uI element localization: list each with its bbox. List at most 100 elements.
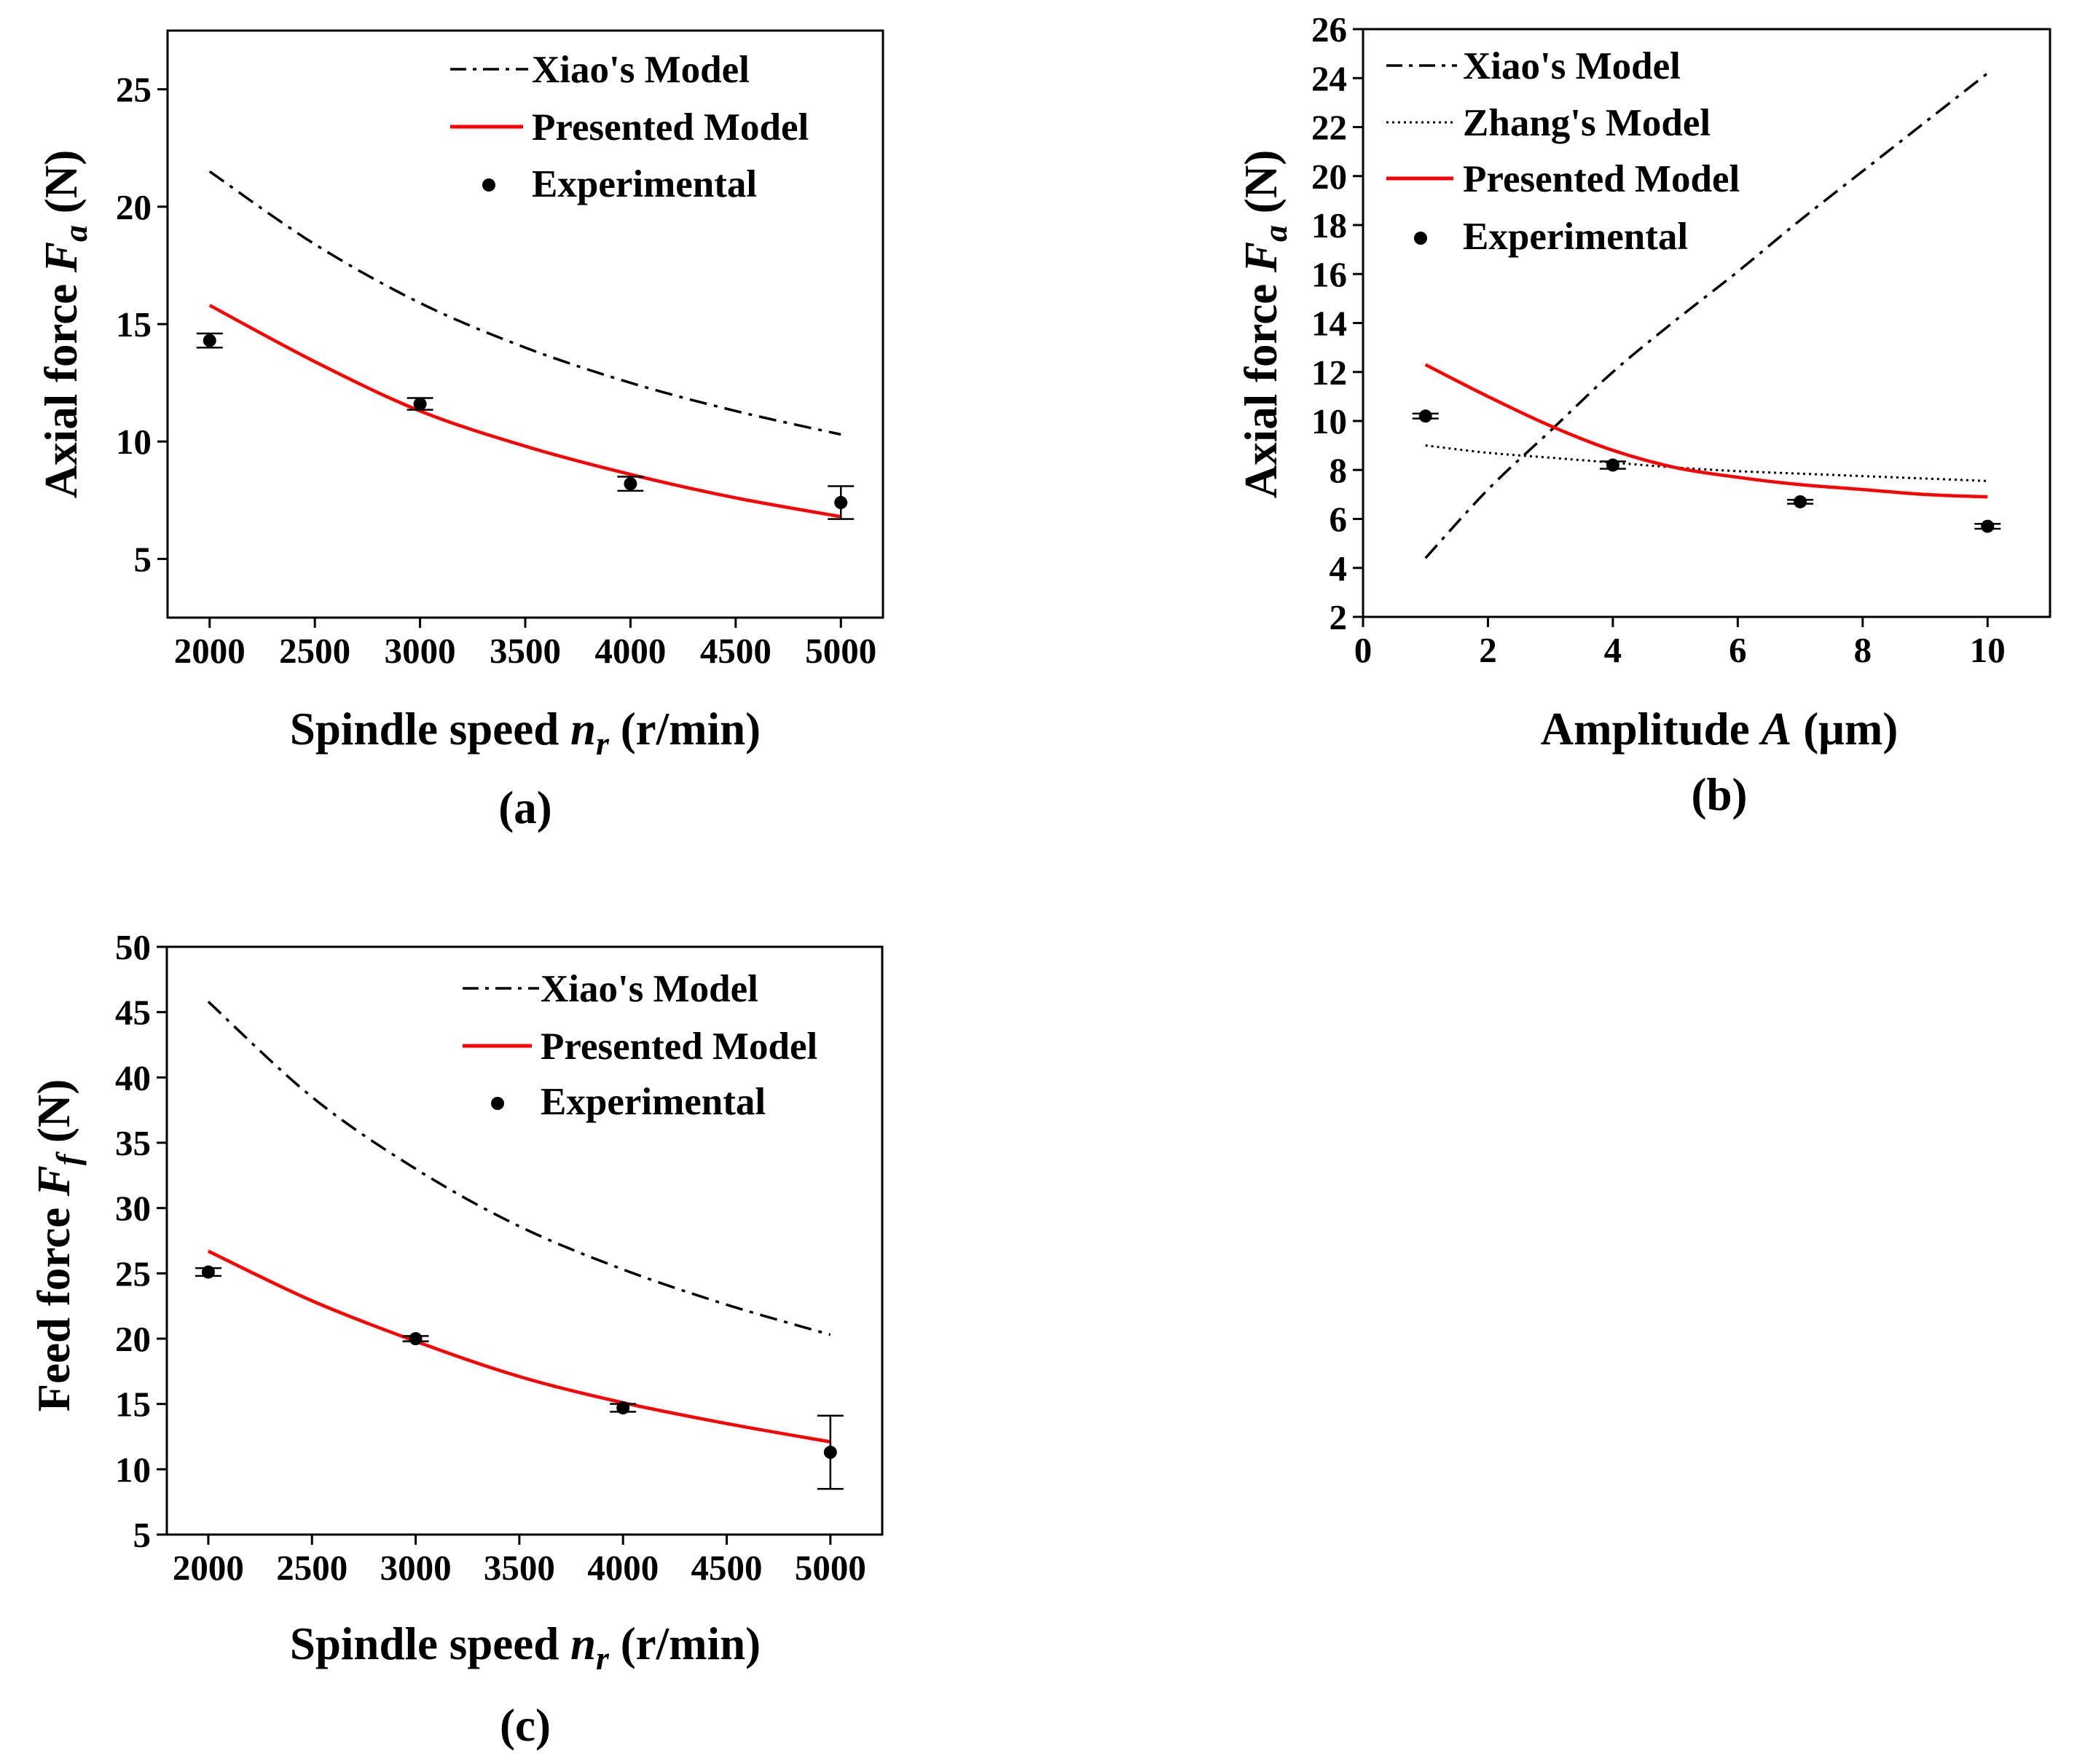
data-point-experimental-b-3 [1974, 519, 2001, 533]
y-tick-label-c-20: 20 [115, 1319, 151, 1359]
series-line-zhang-s-model-b [1425, 444, 1988, 482]
marker-c-2 [616, 1401, 630, 1415]
y-tick-label-a-25: 25 [116, 70, 152, 110]
x-tick-label-c-2500: 2500 [276, 1548, 347, 1588]
series-layer-c [195, 1001, 844, 1490]
x-tick-label-a-4000: 4000 [594, 631, 666, 671]
y-tick-label-a-20: 20 [116, 187, 152, 227]
legend-label-xiao-b: Xiao's Model [1463, 45, 1681, 87]
axis-ticks-c: 2000 2500 3000 3500 4000 4500 5000 5 10 15 20 25 30 3… [115, 927, 866, 1588]
y-tick-label-c-45: 45 [115, 993, 151, 1033]
caption-b: (b) [1692, 769, 1748, 820]
series-line-xiao-s-model-c [207, 1001, 831, 1336]
x-tick-label-b-10: 10 [1970, 630, 2006, 670]
x-tick-label-a-2500: 2500 [279, 631, 350, 671]
legend-swatch-experimental-a [482, 178, 495, 192]
legend-label-zhang-b: Zhang's Model [1463, 102, 1711, 144]
x-tick-label-b-4: 4 [1604, 630, 1622, 670]
series-line-xiao-s-model-b [1424, 72, 1989, 559]
y-tick-label-c-40: 40 [115, 1058, 151, 1098]
marker-b-0 [1418, 409, 1432, 423]
legend-label-xiao-a: Xiao's Model [532, 49, 750, 91]
y-tick-label-b-14: 14 [1311, 304, 1347, 344]
marker-a-2 [624, 477, 637, 491]
series-line-presented-model-c [207, 1249, 831, 1444]
data-point-experimental-c-3 [817, 1414, 844, 1490]
marker-c-1 [409, 1332, 423, 1345]
caption-c: (c) [500, 1700, 551, 1751]
legend-label-presented-b: Presented Model [1463, 158, 1740, 200]
x-tick-label-c-4000: 4000 [587, 1548, 659, 1588]
legend-label-xiao-c: Xiao's Model [541, 968, 758, 1010]
y-tick-label-c-15: 15 [115, 1385, 151, 1425]
marker-b-1 [1606, 458, 1619, 472]
plot-frame-c [165, 945, 884, 1536]
legend-label-presented-a: Presented Model [532, 106, 809, 149]
y-tick-label-c-30: 30 [115, 1189, 151, 1229]
x-axis-label-b: Amplitude A (μm) [1541, 704, 1898, 755]
legend-label-experimental-a: Experimental [532, 163, 757, 205]
x-tick-label-b-2: 2 [1479, 630, 1497, 670]
x-axis-label-c: Spindle speed nr (r/min) [290, 1618, 761, 1677]
data-point-experimental-c-0 [195, 1265, 221, 1279]
x-tick-label-c-5000: 5000 [795, 1548, 866, 1588]
y-tick-label-b-24: 24 [1311, 58, 1347, 98]
y-tick-label-c-5: 5 [133, 1515, 152, 1555]
y-tick-label-b-12: 12 [1311, 353, 1347, 393]
legend-a: Xiao's Model Presented Model Experimenta… [450, 49, 809, 205]
legend-swatch-experimental-b [1414, 232, 1427, 245]
y-tick-label-b-8: 8 [1330, 450, 1348, 490]
legend-label-experimental-c: Experimental [541, 1081, 766, 1123]
legend-b: Xiao's Model Zhang's Model Presented Mod… [1386, 45, 1740, 258]
legend-label-experimental-b: Experimental [1463, 216, 1688, 258]
chart-panel-a: 2000 2500 3000 3500 4000 4500 5000 5 10 15 20 25 Xi… [36, 29, 884, 833]
series-layer-a [196, 170, 855, 520]
data-point-experimental-a-3 [828, 485, 855, 520]
y-tick-label-b-6: 6 [1330, 500, 1348, 540]
y-tick-label-b-16: 16 [1311, 254, 1347, 294]
data-point-experimental-b-1 [1599, 458, 1626, 472]
y-tick-label-c-35: 35 [115, 1123, 151, 1163]
x-tick-label-c-2000: 2000 [173, 1548, 244, 1588]
x-tick-label-b-0: 0 [1354, 630, 1373, 670]
x-tick-label-b-8: 8 [1854, 630, 1872, 670]
x-tick-label-b-6: 6 [1729, 630, 1747, 670]
data-point-experimental-b-2 [1787, 495, 1814, 508]
y-tick-label-b-26: 26 [1311, 9, 1347, 50]
x-tick-label-a-2000: 2000 [174, 631, 246, 671]
axis-ticks-a: 2000 2500 3000 3500 4000 4500 5000 5 10 15 20 25 [116, 70, 876, 671]
y-tick-label-a-5: 5 [134, 539, 152, 579]
y-tick-label-c-50: 50 [115, 927, 151, 967]
caption-a: (a) [498, 782, 551, 833]
y-axis-label-c: Feed force Ff (N) [28, 1079, 87, 1412]
marker-b-2 [1794, 495, 1807, 508]
legend-swatch-experimental-c [491, 1097, 504, 1110]
series-line-presented-model-b [1424, 363, 1988, 499]
data-point-experimental-a-1 [407, 397, 433, 411]
data-point-experimental-b-0 [1412, 409, 1439, 423]
y-tick-label-a-10: 10 [116, 422, 152, 462]
marker-a-3 [834, 496, 848, 510]
legend-label-presented-c: Presented Model [541, 1025, 817, 1068]
series-line-xiao-s-model-a [208, 170, 841, 436]
data-point-experimental-a-0 [196, 332, 223, 349]
y-axis-label-b: Axial force Fa (N) [1236, 150, 1294, 498]
legend-c: Xiao's Model Presented Model Experimenta… [463, 968, 817, 1123]
x-tick-label-c-3500: 3500 [484, 1548, 555, 1588]
y-tick-label-b-10: 10 [1311, 401, 1347, 441]
series-line-presented-model-a [208, 304, 841, 519]
y-tick-label-b-20: 20 [1311, 157, 1347, 197]
data-point-experimental-c-1 [402, 1332, 429, 1345]
x-tick-label-a-5000: 5000 [805, 631, 876, 671]
marker-c-3 [823, 1446, 837, 1460]
y-tick-label-c-25: 25 [115, 1253, 151, 1294]
y-tick-label-b-4: 4 [1330, 548, 1348, 588]
x-tick-label-c-4500: 4500 [691, 1548, 763, 1588]
y-tick-label-b-22: 22 [1311, 108, 1347, 148]
marker-a-1 [413, 397, 427, 411]
x-tick-label-a-3500: 3500 [490, 631, 561, 671]
marker-b-3 [1981, 519, 1995, 533]
marker-c-0 [201, 1265, 215, 1279]
